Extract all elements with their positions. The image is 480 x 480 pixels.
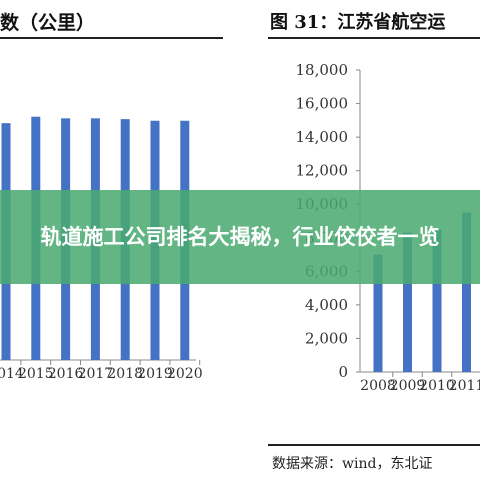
- left-x-tick-label-2016: 2016: [48, 366, 84, 382]
- left-x-tick-label-2018: 2018: [107, 366, 143, 382]
- right-y-tick-label: 14,000: [296, 128, 349, 146]
- right-x-tick-label-2009: 2009: [390, 378, 426, 394]
- right-x-tick-label-2010: 2010: [419, 378, 455, 394]
- left-x-tick-label-2017: 2017: [78, 366, 114, 382]
- right-bar-2009: [403, 232, 412, 372]
- right-chart-title: 图 31：江苏省航空运: [270, 12, 446, 33]
- right-y-tick-label: 4,000: [305, 296, 348, 314]
- overlay-banner: 轨道施工公司排名大揭秘，行业佼佼者一览: [0, 190, 480, 284]
- right-bar-2010: [432, 229, 442, 372]
- banner-title: 轨道施工公司排名大揭秘，行业佼佼者一览: [40, 224, 440, 249]
- right-bar-2011: [462, 212, 471, 372]
- right-y-tick-label: 16,000: [296, 95, 349, 113]
- right-x-tick-label-2008: 2008: [360, 378, 396, 394]
- left-x-tick-label-2014: 2014: [0, 366, 24, 382]
- left-title-rule: [0, 37, 223, 39]
- right-bar-2008: [373, 254, 383, 372]
- right-x-tick-label-2011: 2011: [449, 378, 480, 394]
- right-y-tick-label: 18,000: [296, 61, 349, 79]
- left-x-tick-label-2015: 2015: [18, 366, 54, 382]
- left-x-tick-label-2019: 2019: [137, 366, 173, 382]
- source-rule: [268, 444, 480, 446]
- right-y-tick-label: 2,000: [305, 329, 348, 347]
- right-title-rule: [268, 37, 480, 39]
- left-chart-title: 数（公里）: [0, 12, 96, 34]
- source-note: 数据来源：wind，东北证: [272, 456, 433, 472]
- right-y-tick-label: 12,000: [296, 162, 349, 180]
- right-y-tick-label: 0: [338, 363, 348, 381]
- left-x-tick-label-2020: 2020: [167, 366, 203, 382]
